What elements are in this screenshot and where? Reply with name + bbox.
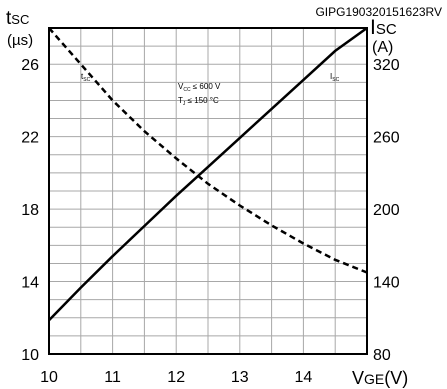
y-left-tick-label: 18 [21,202,39,219]
x-tick-label: 11 [104,369,121,386]
x-axis-title-sub: GE [364,371,384,387]
y-right-tick-label: 140 [373,275,400,292]
x-tick-label: 14 [295,369,313,386]
grid [49,28,367,354]
y-right-tick-label: 260 [373,130,400,147]
condition-vcc: VCC ≤ 600 V [178,82,221,93]
left-axis-title-main: t [6,8,12,29]
series-line-tsc [48,27,368,274]
y-left-tick-label: 14 [21,275,39,292]
left-axis-unit: (µs) [7,32,33,49]
tick-labels: 10 11 12 13 14 10 14 18 22 26 80 140 200 260 320 [21,57,400,386]
left-axis-title: tSC [6,8,29,29]
y-right-tick-label: 80 [373,347,391,364]
y-left-tick-label: 10 [21,347,39,364]
condition-tj: TJ ≤ 150 °C [178,96,219,107]
y-right-tick-label: 200 [373,202,400,219]
figure-id: GIPG190320151623RV [315,5,442,19]
x-tick-label: 13 [231,369,249,386]
y-left-tick-label: 26 [21,57,39,74]
right-axis-title-main: I [370,16,376,39]
right-axis-unit: (A) [372,39,393,56]
x-axis-title-unit: (V) [384,368,408,388]
right-axis-title: ISC [370,16,397,39]
left-axis-title-sub: SC [11,12,29,27]
y-right-tick-label: 320 [373,57,400,74]
plot-frame [48,27,368,355]
right-axis-title-sub: SC [376,21,397,38]
x-axis-title: VGE(V) [352,368,408,388]
series-layer [48,26,368,322]
series-label-tsc: tSC [81,72,91,83]
series-label-isc: ISC [330,72,340,83]
x-axis-title-main: V [352,368,364,388]
x-tick-label: 10 [40,369,58,386]
x-tick-label: 12 [167,369,185,386]
series-line-isc [48,26,368,322]
y-left-tick-label: 22 [21,130,39,147]
